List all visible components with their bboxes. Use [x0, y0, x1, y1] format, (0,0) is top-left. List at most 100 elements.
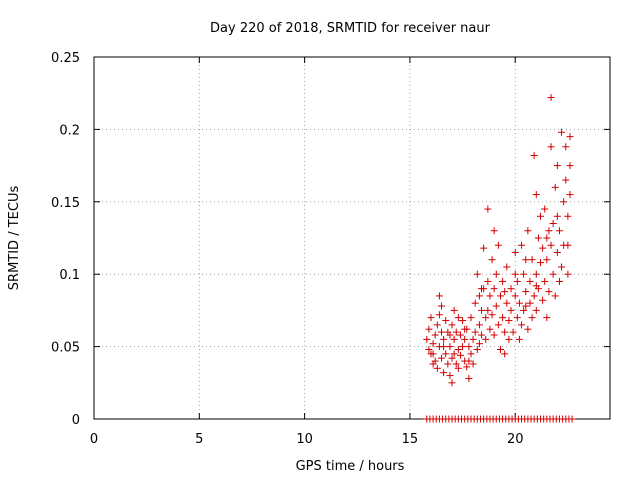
data-point — [484, 277, 492, 285]
data-point — [505, 335, 513, 343]
y-tick-label: 0.25 — [51, 51, 80, 66]
data-point — [484, 205, 492, 213]
data-point — [431, 357, 439, 365]
data-point — [492, 270, 500, 278]
data-point — [539, 296, 547, 304]
data-point — [526, 277, 534, 285]
data-point — [461, 325, 469, 333]
data-point — [564, 241, 572, 249]
grid — [94, 57, 610, 419]
data-point — [553, 212, 561, 220]
data-point — [448, 379, 456, 387]
data-point — [431, 331, 439, 339]
data-point — [475, 340, 483, 348]
data-point — [507, 306, 515, 314]
data-point — [511, 292, 519, 300]
y-axis-label: SRMTID / TECUs — [7, 186, 22, 291]
data-point — [467, 314, 475, 322]
data-point — [492, 302, 500, 310]
data-point — [532, 191, 540, 199]
data-point — [545, 227, 553, 235]
data-point — [438, 328, 446, 336]
data-point — [440, 343, 448, 351]
data-point — [438, 302, 446, 310]
data-point — [530, 151, 538, 159]
data-point — [518, 241, 526, 249]
data-point — [513, 277, 521, 285]
data-point — [446, 372, 454, 380]
data-point — [452, 328, 460, 336]
data-point — [490, 331, 498, 339]
data-point — [478, 306, 486, 314]
x-axis-label: GPS time / hours — [296, 459, 405, 474]
data-point — [478, 331, 486, 339]
data-point — [507, 285, 515, 293]
data-point — [558, 128, 566, 136]
data-point — [490, 227, 498, 235]
data-point — [522, 288, 530, 296]
data-point — [499, 277, 507, 285]
data-point — [501, 350, 509, 358]
y-tick-label: 0.15 — [51, 196, 80, 211]
data-point — [522, 302, 530, 310]
data-point — [534, 234, 542, 242]
data-point — [469, 360, 477, 368]
data-point — [484, 306, 492, 314]
data-point — [547, 241, 555, 249]
data-point — [543, 234, 551, 242]
data-point — [547, 94, 555, 102]
data-point — [454, 314, 462, 322]
data-point — [549, 220, 557, 228]
data-point — [463, 363, 471, 371]
data-point — [543, 314, 551, 322]
data-point — [486, 292, 494, 300]
data-point — [480, 244, 488, 252]
data-point — [522, 256, 530, 264]
data-point — [433, 321, 441, 329]
data-point — [440, 335, 448, 343]
data-point — [524, 227, 532, 235]
x-tick-label: 0 — [90, 432, 98, 447]
data-point — [454, 345, 462, 353]
data-point — [459, 343, 467, 351]
data-point — [456, 331, 464, 339]
y-tick-label: 0.2 — [59, 123, 80, 138]
data-point — [469, 335, 477, 343]
data-point — [539, 244, 547, 252]
data-point — [526, 299, 534, 307]
data-point — [532, 282, 540, 290]
data-point — [566, 162, 574, 170]
data-point — [541, 277, 549, 285]
data-point — [473, 270, 481, 278]
data-point — [433, 364, 441, 372]
data-point — [515, 299, 523, 307]
data-point — [511, 270, 519, 278]
data-point — [446, 343, 454, 351]
data-point — [429, 350, 437, 358]
data-point — [528, 314, 536, 322]
data-point — [442, 350, 450, 358]
data-point — [444, 360, 452, 368]
data-point — [440, 369, 448, 377]
chart-title: Day 220 of 2018, SRMTID for receiver nau… — [210, 21, 491, 36]
data-point — [551, 183, 559, 191]
data-point — [524, 325, 532, 333]
data-point — [566, 133, 574, 141]
data-point — [450, 350, 458, 358]
data-point — [505, 317, 513, 325]
x-axis: 0 5 10 15 20 — [90, 57, 523, 447]
data-point — [520, 270, 528, 278]
data-point — [513, 314, 521, 322]
data-point — [442, 317, 450, 325]
data-point — [478, 285, 486, 293]
data-point — [499, 314, 507, 322]
data-point — [530, 292, 538, 300]
data-point — [488, 311, 496, 319]
data-point — [511, 248, 519, 256]
data-point — [545, 288, 553, 296]
data-point — [456, 351, 464, 359]
data-point — [429, 340, 437, 348]
data-point — [486, 325, 494, 333]
data-point — [553, 162, 561, 170]
